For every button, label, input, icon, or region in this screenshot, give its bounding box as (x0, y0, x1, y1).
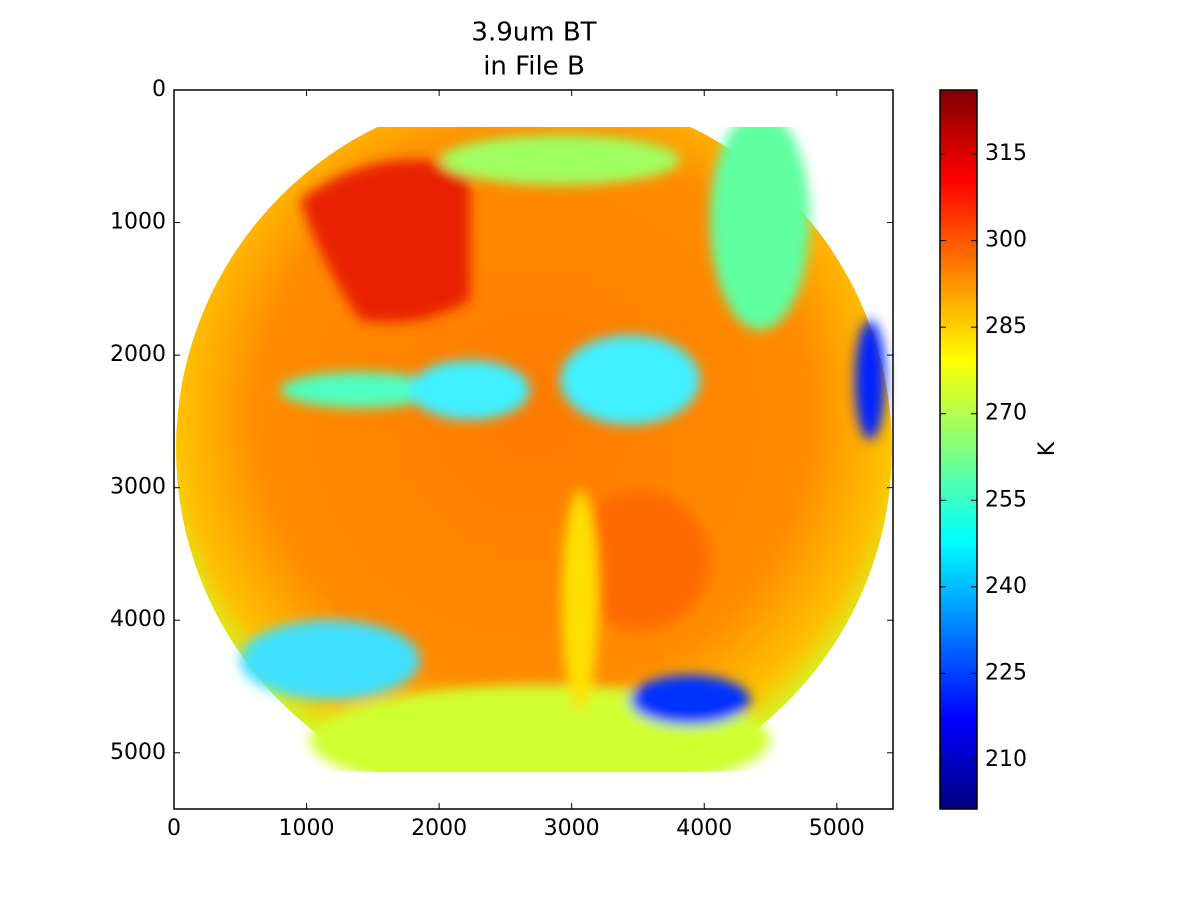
x-tick-label: 2000 (411, 816, 467, 841)
plot-frame (173, 89, 894, 810)
chart-title: 3.9um BT (471, 18, 596, 48)
y-tick-label: 5000 (110, 740, 166, 765)
x-tick-label: 0 (167, 816, 181, 841)
y-tick-label: 1000 (110, 210, 166, 235)
colorbar-tick-label: 240 (985, 574, 1027, 599)
chart-subtitle: in File B (483, 52, 585, 82)
y-tick-label: 2000 (110, 342, 166, 367)
colorbar-label: K (1035, 441, 1060, 456)
image-field (176, 127, 892, 772)
x-tick-label: 1000 (279, 816, 335, 841)
colorbar-tick-label: 210 (985, 747, 1027, 772)
colorbar-tick-label: 270 (985, 401, 1027, 426)
y-tick-label: 3000 (110, 475, 166, 500)
y-tick-label: 0 (152, 77, 166, 102)
y-tick-label: 4000 (110, 607, 166, 632)
colorbar-tick-label: 285 (985, 314, 1027, 339)
colorbar-tick-label: 300 (985, 228, 1027, 253)
colorbar-tick-label: 315 (985, 141, 1027, 166)
colorbar-tick-label: 225 (985, 660, 1027, 685)
x-tick-label: 5000 (809, 816, 865, 841)
colorbar (939, 89, 978, 810)
x-tick-label: 3000 (544, 816, 600, 841)
colorbar-tick-label: 255 (985, 487, 1027, 512)
x-tick-label: 4000 (676, 816, 732, 841)
